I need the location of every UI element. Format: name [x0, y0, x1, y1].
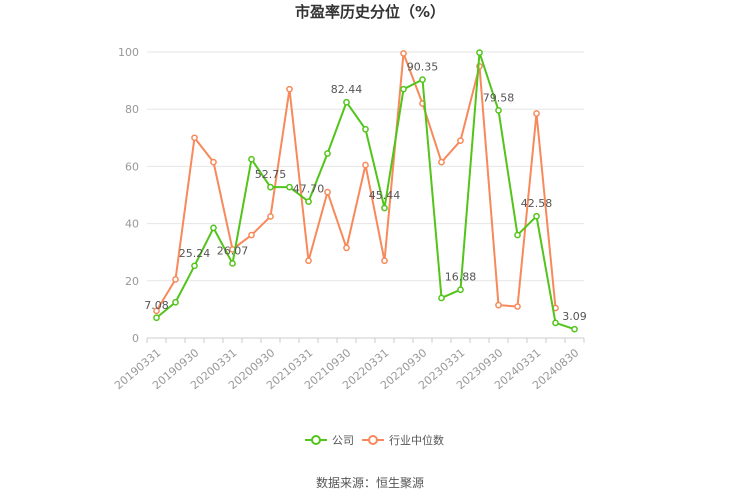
data-point — [571, 325, 578, 333]
data-point — [362, 161, 369, 169]
data-point — [533, 110, 540, 117]
data-point — [267, 213, 274, 220]
data-point — [495, 107, 502, 114]
data-point — [381, 257, 388, 265]
data-label: 47.70 — [293, 183, 325, 196]
data-point — [153, 307, 160, 315]
data-label: 26.07 — [217, 244, 249, 257]
data-point — [533, 212, 540, 220]
data-point — [191, 262, 198, 270]
y-tick-label: 100 — [118, 46, 139, 59]
data-point — [210, 224, 217, 232]
data-point — [438, 158, 445, 166]
data-point — [476, 49, 483, 56]
data-point — [552, 319, 559, 327]
data-point — [286, 85, 293, 93]
chart-title: 市盈率历史分位（%） — [295, 3, 445, 21]
data-point — [153, 314, 160, 322]
data-point — [362, 125, 369, 133]
data-label: 7.08 — [144, 299, 169, 312]
y-tick-label: 60 — [125, 160, 139, 173]
data-label: 3.09 — [562, 310, 587, 323]
data-point — [172, 276, 179, 283]
data-point — [324, 150, 331, 157]
y-tick-label: 80 — [125, 103, 139, 116]
y-tick-label: 20 — [125, 275, 139, 288]
data-label: 82.44 — [331, 83, 363, 96]
data-point — [210, 158, 217, 166]
data-point — [286, 183, 293, 191]
data-label: 16.88 — [445, 271, 477, 284]
legend-label-1: 行业中位数 — [389, 433, 444, 447]
data-label: 79.58 — [483, 91, 515, 104]
data-point — [381, 204, 388, 212]
data-point — [514, 231, 521, 239]
y-axis: 0 20 40 60 80 100 — [118, 46, 139, 345]
data-point — [324, 188, 331, 196]
data-point — [305, 198, 312, 205]
legend-marker-1 — [368, 435, 378, 445]
data-point — [305, 257, 312, 265]
data-label: 25.24 — [179, 247, 211, 260]
data-point — [248, 231, 255, 239]
data-labels: 7.08 25.24 26.07 52.75 47.70 82.44 45.44 90.35 1… — [144, 61, 587, 324]
data-point — [438, 294, 445, 302]
data-point — [267, 183, 274, 191]
x-axis: 2019033120190930202003312020093020210331… — [112, 338, 585, 392]
data-point — [248, 155, 255, 163]
data-point — [457, 137, 464, 145]
data-point — [400, 50, 407, 57]
data-point — [457, 286, 464, 294]
data-point — [495, 301, 502, 309]
source-note: 数据来源：恒生聚源 — [316, 475, 424, 490]
legend-label-0: 公司 — [332, 434, 354, 447]
grid-lines — [147, 51, 584, 339]
data-point — [514, 303, 521, 310]
data-point — [419, 76, 426, 83]
y-tick-label: 40 — [125, 218, 139, 231]
legend: 公司 行业中位数 — [305, 433, 444, 447]
y-tick-label: 0 — [132, 332, 139, 345]
data-label: 45.44 — [369, 189, 401, 202]
data-point — [343, 98, 350, 106]
data-point — [229, 260, 236, 267]
data-point — [191, 134, 198, 142]
series-line-1 — [155, 52, 557, 312]
series-lines — [153, 49, 578, 333]
data-point — [400, 85, 407, 93]
data-point — [343, 244, 350, 252]
data-point — [172, 298, 179, 306]
data-label: 42.58 — [521, 197, 553, 210]
data-label: 90.35 — [407, 61, 439, 74]
legend-marker-0 — [311, 435, 321, 445]
data-label: 52.75 — [255, 168, 287, 181]
